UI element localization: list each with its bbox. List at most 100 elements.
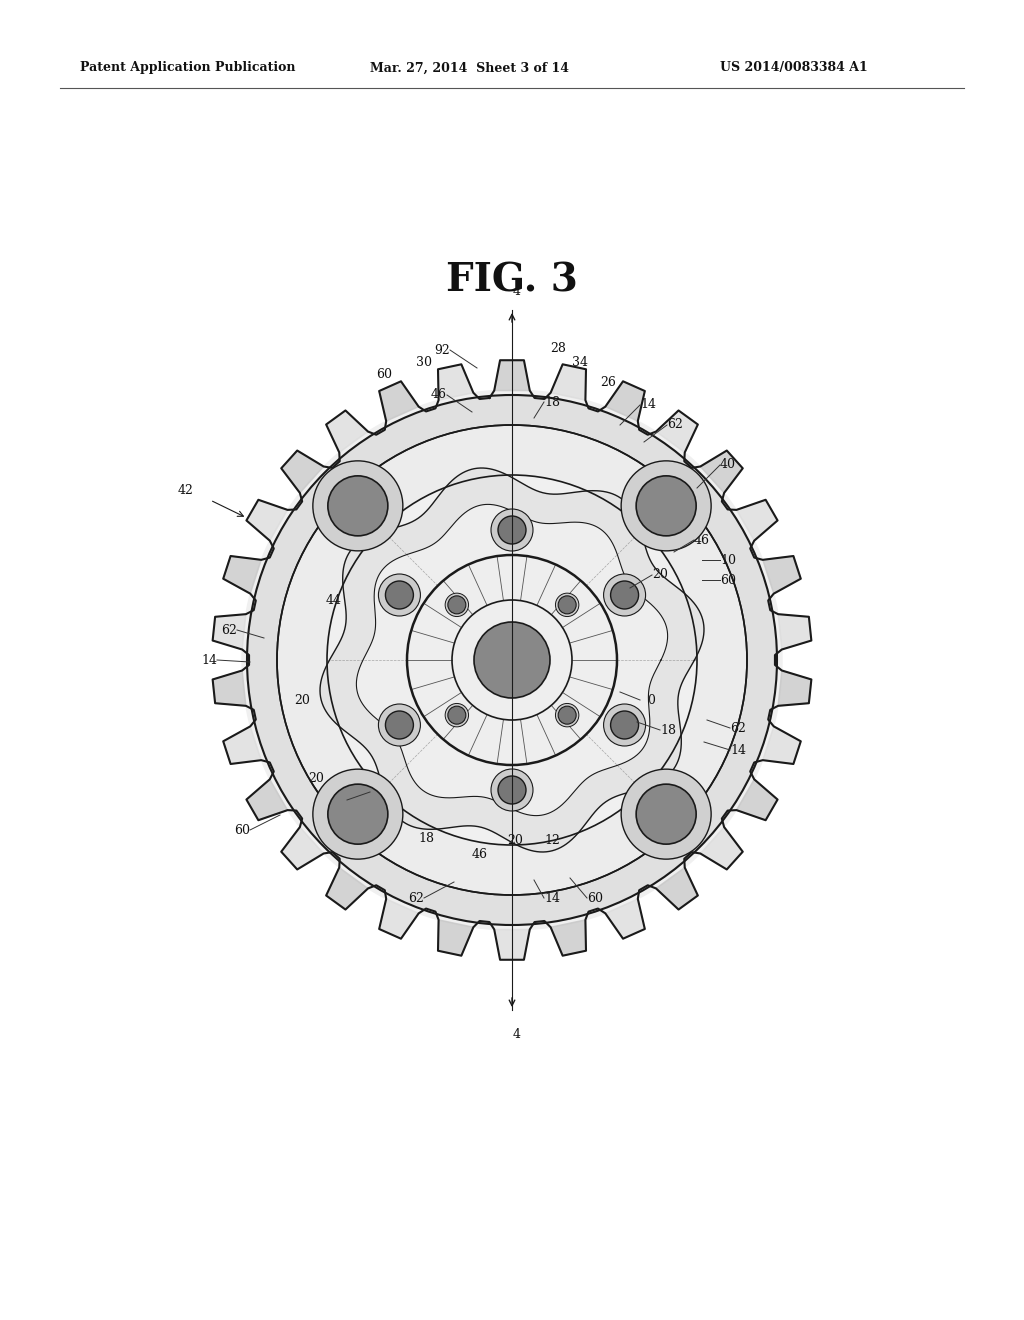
- Polygon shape: [321, 469, 703, 851]
- Text: 18: 18: [418, 832, 434, 845]
- Polygon shape: [327, 411, 368, 453]
- Polygon shape: [551, 920, 586, 956]
- Text: 60: 60: [376, 368, 392, 381]
- Circle shape: [555, 593, 579, 616]
- Text: 62: 62: [409, 891, 424, 904]
- Text: 46: 46: [331, 793, 347, 807]
- Polygon shape: [495, 360, 529, 391]
- Circle shape: [313, 461, 402, 550]
- Circle shape: [313, 770, 402, 859]
- Text: 60: 60: [234, 824, 250, 837]
- Text: 4: 4: [513, 1028, 521, 1041]
- Text: 20: 20: [652, 569, 668, 582]
- Polygon shape: [247, 395, 777, 925]
- Polygon shape: [213, 671, 246, 706]
- Text: 40: 40: [720, 458, 736, 471]
- Text: 62: 62: [221, 623, 237, 636]
- Circle shape: [603, 704, 645, 746]
- Polygon shape: [407, 554, 617, 766]
- Polygon shape: [223, 726, 261, 764]
- Text: 18: 18: [660, 723, 676, 737]
- Circle shape: [610, 581, 639, 609]
- Text: 92: 92: [434, 343, 450, 356]
- Text: 46: 46: [472, 849, 488, 862]
- Polygon shape: [700, 828, 742, 870]
- Circle shape: [622, 770, 711, 859]
- Text: 60: 60: [587, 891, 603, 904]
- Polygon shape: [763, 556, 801, 594]
- Polygon shape: [778, 614, 811, 649]
- Circle shape: [558, 595, 577, 614]
- Text: 18: 18: [401, 578, 417, 591]
- Polygon shape: [379, 899, 419, 939]
- Text: 46: 46: [431, 388, 447, 401]
- Text: 62: 62: [730, 722, 745, 734]
- Polygon shape: [438, 920, 473, 956]
- Circle shape: [622, 461, 711, 550]
- Polygon shape: [223, 556, 261, 594]
- Polygon shape: [278, 425, 746, 895]
- Text: Mar. 27, 2014  Sheet 3 of 14: Mar. 27, 2014 Sheet 3 of 14: [370, 62, 569, 74]
- Polygon shape: [495, 929, 529, 960]
- Polygon shape: [551, 364, 586, 400]
- Polygon shape: [242, 389, 782, 931]
- Polygon shape: [327, 867, 368, 909]
- Text: 20: 20: [308, 771, 324, 784]
- Text: 62: 62: [667, 418, 683, 432]
- Text: 34: 34: [572, 355, 588, 368]
- Polygon shape: [438, 364, 473, 400]
- Text: 10: 10: [720, 553, 736, 566]
- Polygon shape: [700, 450, 742, 492]
- Polygon shape: [247, 779, 288, 820]
- Circle shape: [555, 704, 579, 727]
- Polygon shape: [247, 500, 288, 541]
- Text: 16: 16: [426, 734, 442, 747]
- Polygon shape: [213, 614, 246, 649]
- Circle shape: [447, 706, 466, 725]
- Circle shape: [445, 704, 469, 727]
- Polygon shape: [282, 450, 324, 492]
- Circle shape: [328, 784, 388, 845]
- Text: 26: 26: [600, 375, 615, 388]
- Circle shape: [490, 510, 534, 550]
- Text: 14: 14: [544, 891, 560, 904]
- Polygon shape: [605, 899, 645, 939]
- Circle shape: [328, 475, 388, 536]
- Polygon shape: [282, 828, 324, 870]
- Text: 60: 60: [720, 573, 736, 586]
- Text: 46: 46: [694, 533, 710, 546]
- Text: 28: 28: [550, 342, 566, 355]
- Text: FIG. 3: FIG. 3: [446, 261, 578, 300]
- Text: 30: 30: [416, 355, 432, 368]
- Polygon shape: [736, 500, 777, 541]
- Circle shape: [498, 776, 526, 804]
- Text: 42: 42: [178, 483, 194, 496]
- Circle shape: [474, 622, 550, 698]
- Circle shape: [558, 706, 577, 725]
- Circle shape: [447, 595, 466, 614]
- Text: US 2014/0083384 A1: US 2014/0083384 A1: [720, 62, 867, 74]
- Circle shape: [385, 581, 414, 609]
- Polygon shape: [379, 381, 419, 421]
- Circle shape: [445, 593, 469, 616]
- Circle shape: [603, 574, 645, 616]
- Circle shape: [379, 574, 421, 616]
- Polygon shape: [605, 381, 645, 421]
- Polygon shape: [656, 867, 697, 909]
- Circle shape: [379, 704, 421, 746]
- Polygon shape: [778, 671, 811, 706]
- Text: 20: 20: [294, 693, 310, 706]
- Text: 12: 12: [544, 833, 560, 846]
- Text: Patent Application Publication: Patent Application Publication: [80, 62, 296, 74]
- Text: 14: 14: [730, 743, 746, 756]
- Polygon shape: [736, 779, 777, 820]
- Circle shape: [610, 711, 639, 739]
- Text: 14: 14: [640, 399, 656, 412]
- Circle shape: [385, 711, 414, 739]
- Circle shape: [636, 475, 696, 536]
- Circle shape: [636, 784, 696, 845]
- Polygon shape: [763, 726, 801, 764]
- Text: 4: 4: [513, 285, 521, 298]
- Circle shape: [498, 516, 526, 544]
- Text: 18: 18: [544, 396, 560, 408]
